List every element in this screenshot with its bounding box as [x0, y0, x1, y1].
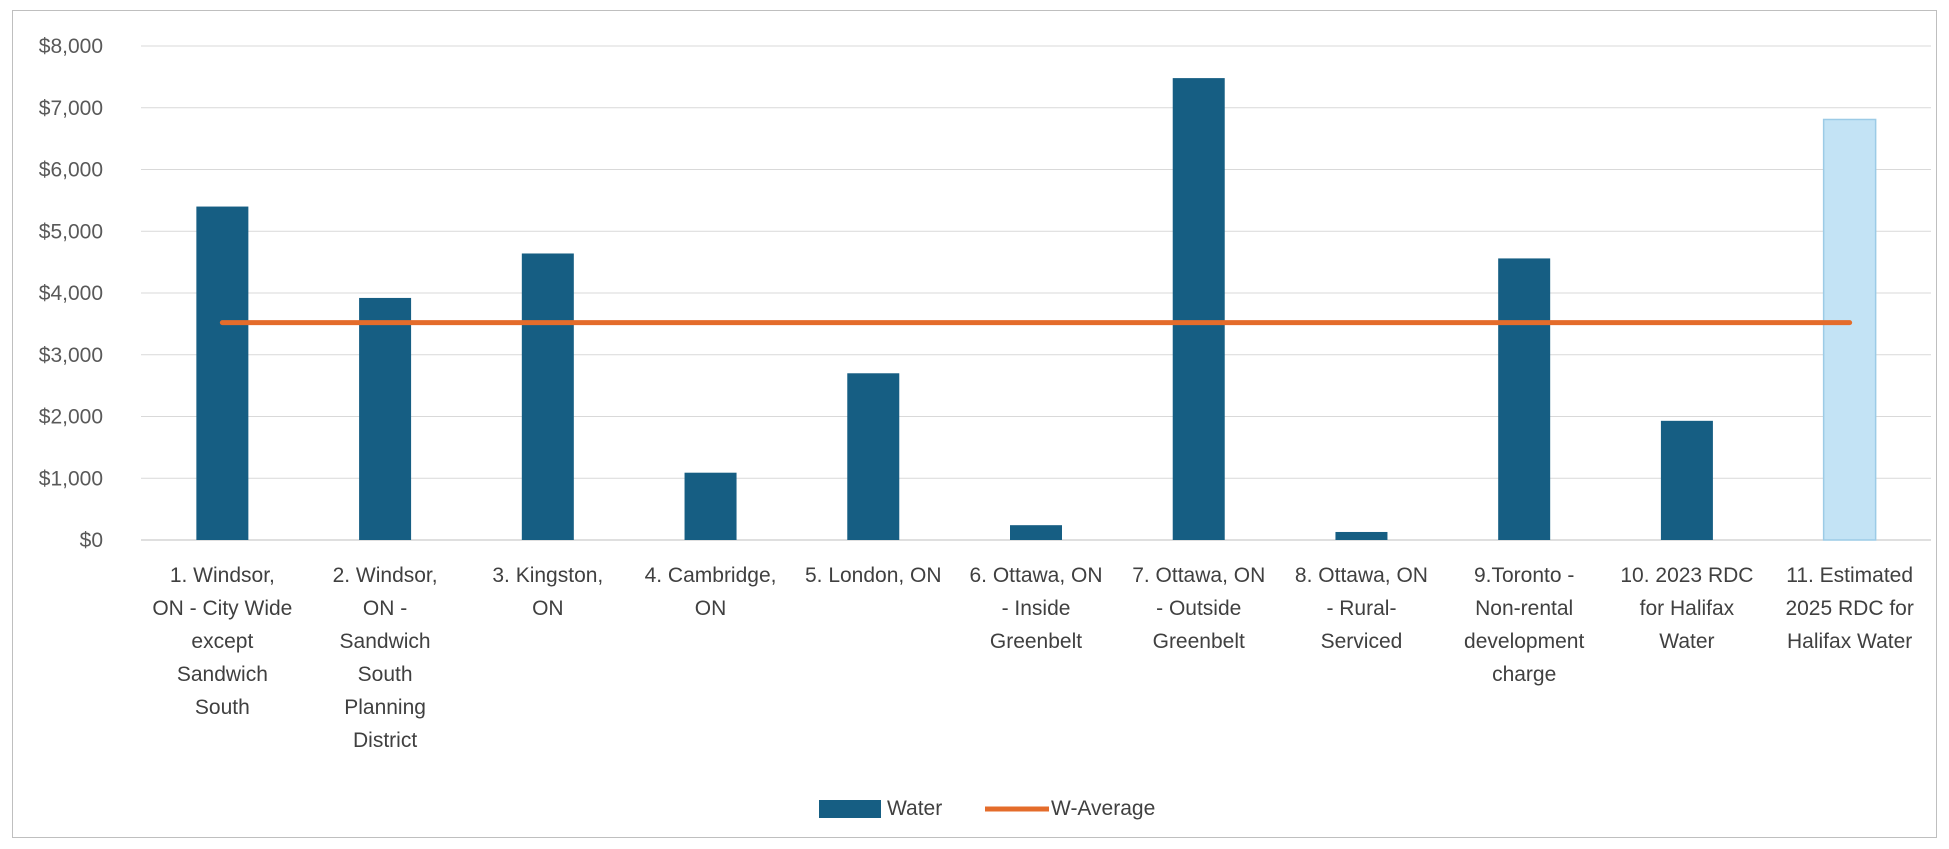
category-label: 1. Windsor, ON - City Wide except Sandwich S… [152, 564, 292, 719]
bar-water [1010, 525, 1062, 540]
category-label: 7. Ottawa, ON - Outside Greenbelt [1132, 564, 1265, 653]
category-label-line: 2025 RDC for [1785, 597, 1913, 620]
category-label-line: except [191, 630, 253, 653]
y-tick-label: $0 [80, 529, 103, 552]
category-label-line: 10. 2023 RDC [1620, 564, 1753, 587]
bar-series-water [196, 78, 1877, 541]
y-tick-label: $7,000 [39, 97, 103, 120]
category-label-line: South [195, 696, 250, 719]
legend: Water W-Average [819, 797, 1155, 820]
category-label-line: Sandwich [340, 630, 431, 653]
category-label-line: ON [532, 597, 564, 620]
category-label-line: South [358, 663, 413, 686]
category-label-line: Sandwich [177, 663, 268, 686]
category-label-line: Planning [344, 696, 426, 719]
legend-label-water: Water [887, 797, 942, 820]
y-tick-label: $3,000 [39, 344, 103, 367]
category-label-line: charge [1492, 663, 1556, 686]
category-label-line: 9.Toronto - [1474, 564, 1574, 587]
category-label-line: - Rural- [1326, 597, 1396, 620]
chart-frame: $0 $1,000 $2,000 $3,000 $4,000 $5,000 $6,000 $7… [12, 10, 1937, 838]
category-label-line: 7. Ottawa, ON [1132, 564, 1265, 587]
category-label-line: Halifax Water [1787, 630, 1912, 653]
category-label-line: 11. Estimated [1786, 564, 1913, 587]
y-tick-label: $5,000 [39, 220, 103, 243]
category-label-line: 1. Windsor, [170, 564, 275, 587]
category-label-line: - Outside [1156, 597, 1241, 620]
category-label-line: 2. Windsor, [333, 564, 438, 587]
category-label-line: 5. London, ON [805, 564, 942, 587]
bar-water [359, 297, 412, 540]
category-label: 4. Cambridge, ON [645, 564, 777, 620]
category-label-line: 6. Ottawa, ON [969, 564, 1102, 587]
bar-water [1660, 420, 1713, 540]
bar-water [1335, 531, 1388, 540]
category-label: 9.Toronto - Non-rental development charge [1464, 564, 1584, 686]
legend-label-w-average: W-Average [1051, 797, 1155, 820]
category-label: 3. Kingston, ON [492, 564, 603, 620]
category-label: 2. Windsor, ON - Sandwich South Planning Dist… [333, 564, 438, 752]
category-label-line: for Halifax [1640, 597, 1735, 620]
category-label-line: Non-rental [1475, 597, 1573, 620]
category-label: 10. 2023 RDC for Halifax Water [1620, 564, 1753, 653]
bar-water [847, 373, 900, 540]
category-label-line: - Inside [1002, 597, 1071, 620]
category-label-line: Serviced [1321, 630, 1403, 653]
chart-svg: $0 $1,000 $2,000 $3,000 $4,000 $5,000 $6,000 $7… [39, 35, 1931, 820]
category-label: 6. Ottawa, ON - Inside Greenbelt [969, 564, 1102, 653]
y-tick-label: $4,000 [39, 282, 103, 305]
bar-water [196, 206, 249, 541]
category-label: 11. Estimated 2025 RDC for Halifax Water [1785, 564, 1913, 653]
bar-water [1498, 258, 1551, 540]
x-axis: 1. Windsor, ON - City Wide except Sandwich S… [152, 564, 1913, 752]
category-label: 8. Ottawa, ON - Rural- Serviced [1295, 564, 1428, 653]
category-label-line: 4. Cambridge, [645, 564, 777, 587]
category-label-line: Greenbelt [1153, 630, 1245, 653]
y-tick-label: $8,000 [39, 35, 103, 58]
bar-water [684, 472, 737, 540]
bar-water [1822, 118, 1877, 541]
category-label-line: 3. Kingston, [492, 564, 603, 587]
y-axis: $0 $1,000 $2,000 $3,000 $4,000 $5,000 $6,000 $7… [39, 35, 103, 552]
y-tick-label: $1,000 [39, 467, 103, 490]
gridlines [141, 45, 1931, 541]
category-label-line: 8. Ottawa, ON [1295, 564, 1428, 587]
y-tick-label: $6,000 [39, 159, 103, 182]
legend-swatch-water [819, 800, 881, 818]
category-label-line: Greenbelt [990, 630, 1082, 653]
category-label-line: ON - [363, 597, 407, 620]
category-label-line: District [353, 729, 417, 752]
category-label-line: Water [1659, 630, 1714, 653]
bar-water [521, 253, 574, 541]
category-label-line: development [1464, 630, 1584, 653]
category-label-line: ON - City Wide [152, 597, 292, 620]
y-tick-label: $2,000 [39, 406, 103, 429]
bar-water [1172, 78, 1225, 541]
category-label-line: ON [695, 597, 727, 620]
category-label: 5. London, ON [805, 564, 942, 587]
